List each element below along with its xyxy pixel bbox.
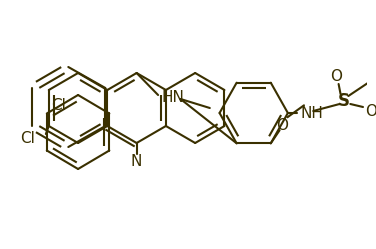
Text: Cl: Cl <box>20 130 35 145</box>
Text: Cl: Cl <box>51 98 66 113</box>
Text: O: O <box>365 104 376 119</box>
Text: S: S <box>338 92 349 110</box>
Text: HN: HN <box>161 89 184 105</box>
Text: NH: NH <box>300 106 323 121</box>
Text: O: O <box>330 68 342 83</box>
Text: N: N <box>131 153 142 169</box>
Text: O: O <box>276 118 288 133</box>
